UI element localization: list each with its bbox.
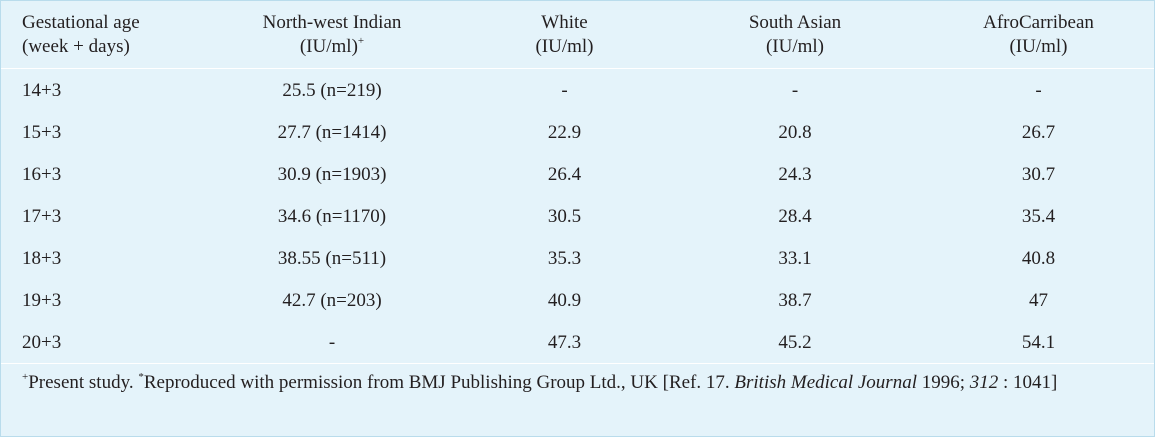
- table-cell: 40.9: [547, 289, 582, 311]
- header-line: (IU/ml)+: [202, 35, 462, 59]
- header-cell: Gestational age (week + days): [1, 1, 202, 69]
- header-row: Gestational age (week + days) North-west I…: [1, 1, 1154, 69]
- table-cell: -: [1035, 79, 1042, 101]
- table-cell: 30.7: [1021, 163, 1056, 185]
- header-line: AfroCarribean: [923, 11, 1154, 35]
- footnote-text: *: [138, 371, 144, 383]
- table-cell: 26.4: [547, 163, 582, 185]
- header-line: White: [462, 11, 667, 35]
- header-cell: North-west Indian (IU/ml)+: [202, 1, 462, 69]
- header-text: (week + days): [22, 35, 130, 57]
- table-cell: 47.3: [462, 321, 667, 364]
- header-text: Gestational age: [22, 11, 140, 33]
- footnote-text: +: [22, 371, 29, 383]
- table-cell: 42.7 (n=203): [282, 289, 382, 311]
- header-text: (IU/ml): [535, 35, 594, 57]
- footnote-text: Reproduced with permission from BMJ Publ…: [143, 372, 735, 393]
- table-cell: 27.7 (n=1414): [277, 121, 387, 143]
- footnote: +Present study. *Reproduced with permiss…: [22, 368, 1142, 397]
- header-line: (IU/ml): [667, 35, 923, 59]
- header-text: (IU/ml): [1009, 35, 1068, 57]
- header-line: Gestational age: [22, 11, 202, 35]
- table-cell: 26.7: [1021, 121, 1056, 143]
- table-cell: 30.9 (n=1903): [277, 163, 387, 185]
- table-header: Gestational age (week + days) North-west I…: [1, 1, 1154, 69]
- table-cell: 54.1: [923, 321, 1154, 364]
- table-row: 14+3 25.5 (n=219) - - -: [1, 69, 1154, 112]
- table-cell: 38.7: [778, 289, 812, 311]
- table-cell: 40.8: [1021, 247, 1056, 269]
- table-cell: -: [202, 321, 462, 364]
- table-cell: 19+3: [22, 289, 62, 311]
- header-cell: White (IU/ml): [462, 1, 667, 69]
- table-row: 19+3 42.7 (n=203) 40.9 38.7 47: [1, 279, 1154, 321]
- header-text: White: [541, 11, 588, 33]
- header-cell: South Asian (IU/ml): [667, 1, 923, 69]
- footnote-text: 312: [969, 372, 999, 393]
- header-mark: +: [357, 34, 365, 47]
- table-row: 16+3 30.9 (n=1903) 26.4 24.3 30.7: [1, 153, 1154, 195]
- header-line: South Asian: [667, 11, 923, 35]
- header-line: (IU/ml): [462, 35, 667, 59]
- header-text: (IU/ml): [299, 35, 358, 57]
- header-text: North-west Indian: [262, 11, 402, 33]
- table-cell: 15+3: [22, 121, 62, 143]
- table-cell: 38.55 (n=511): [277, 247, 387, 269]
- table-cell: 35.3: [547, 247, 582, 269]
- table-cell: 35.4: [1021, 205, 1056, 227]
- data-table: Gestational age (week + days) North-west I…: [1, 1, 1154, 364]
- table-cell: 14+3: [22, 79, 62, 101]
- header-text: AfroCarribean: [983, 11, 1094, 33]
- header-cell: AfroCarribean (IU/ml): [923, 1, 1154, 69]
- table-cell: 34.6 (n=1170): [277, 205, 387, 227]
- table-cell: 18+3: [22, 247, 62, 269]
- header-line: North-west Indian: [202, 11, 462, 35]
- header-line: (week + days): [22, 35, 202, 59]
- table-cell: 20.8: [778, 121, 812, 143]
- table-cell: 24.3: [778, 163, 812, 185]
- table-cell: 30.5: [547, 205, 582, 227]
- table-cell: -: [791, 79, 799, 101]
- footnote-text: 1996;: [916, 372, 970, 393]
- header-line: (IU/ml): [923, 35, 1154, 59]
- table-row: 15+3 27.7 (n=1414) 22.9 20.8 26.7: [1, 111, 1154, 153]
- table-cell: 45.2: [667, 321, 923, 364]
- table-cell: 28.4: [778, 205, 812, 227]
- table-cell: 20+3: [1, 321, 202, 364]
- table-body: 14+3 25.5 (n=219) - - - 15+3 27.7 (n=1414) 22.9…: [1, 69, 1154, 364]
- header-text: (IU/ml): [765, 35, 825, 57]
- footnote-text: British Medical Journal: [734, 372, 917, 393]
- table-cell: 16+3: [22, 163, 62, 185]
- table-row: 17+3 34.6 (n=1170) 30.5 28.4 35.4: [1, 195, 1154, 237]
- table-row: 20+3-47.3 45.2 54.1: [1, 321, 1154, 364]
- footnote-text: : 1041]: [998, 372, 1058, 393]
- table-row: 18+3 38.55 (n=511) 35.3 33.1 40.8: [1, 237, 1154, 279]
- table-cell: 17+3: [22, 205, 62, 227]
- table-cell: 47: [1029, 289, 1048, 311]
- table-cell: -: [561, 79, 568, 101]
- header-text: South Asian: [748, 11, 842, 33]
- table-cell: 25.5 (n=219): [282, 79, 382, 101]
- table-cell: 22.9: [547, 121, 582, 143]
- footnote-text: Present study.: [28, 372, 139, 393]
- table-cell: 33.1: [778, 247, 812, 269]
